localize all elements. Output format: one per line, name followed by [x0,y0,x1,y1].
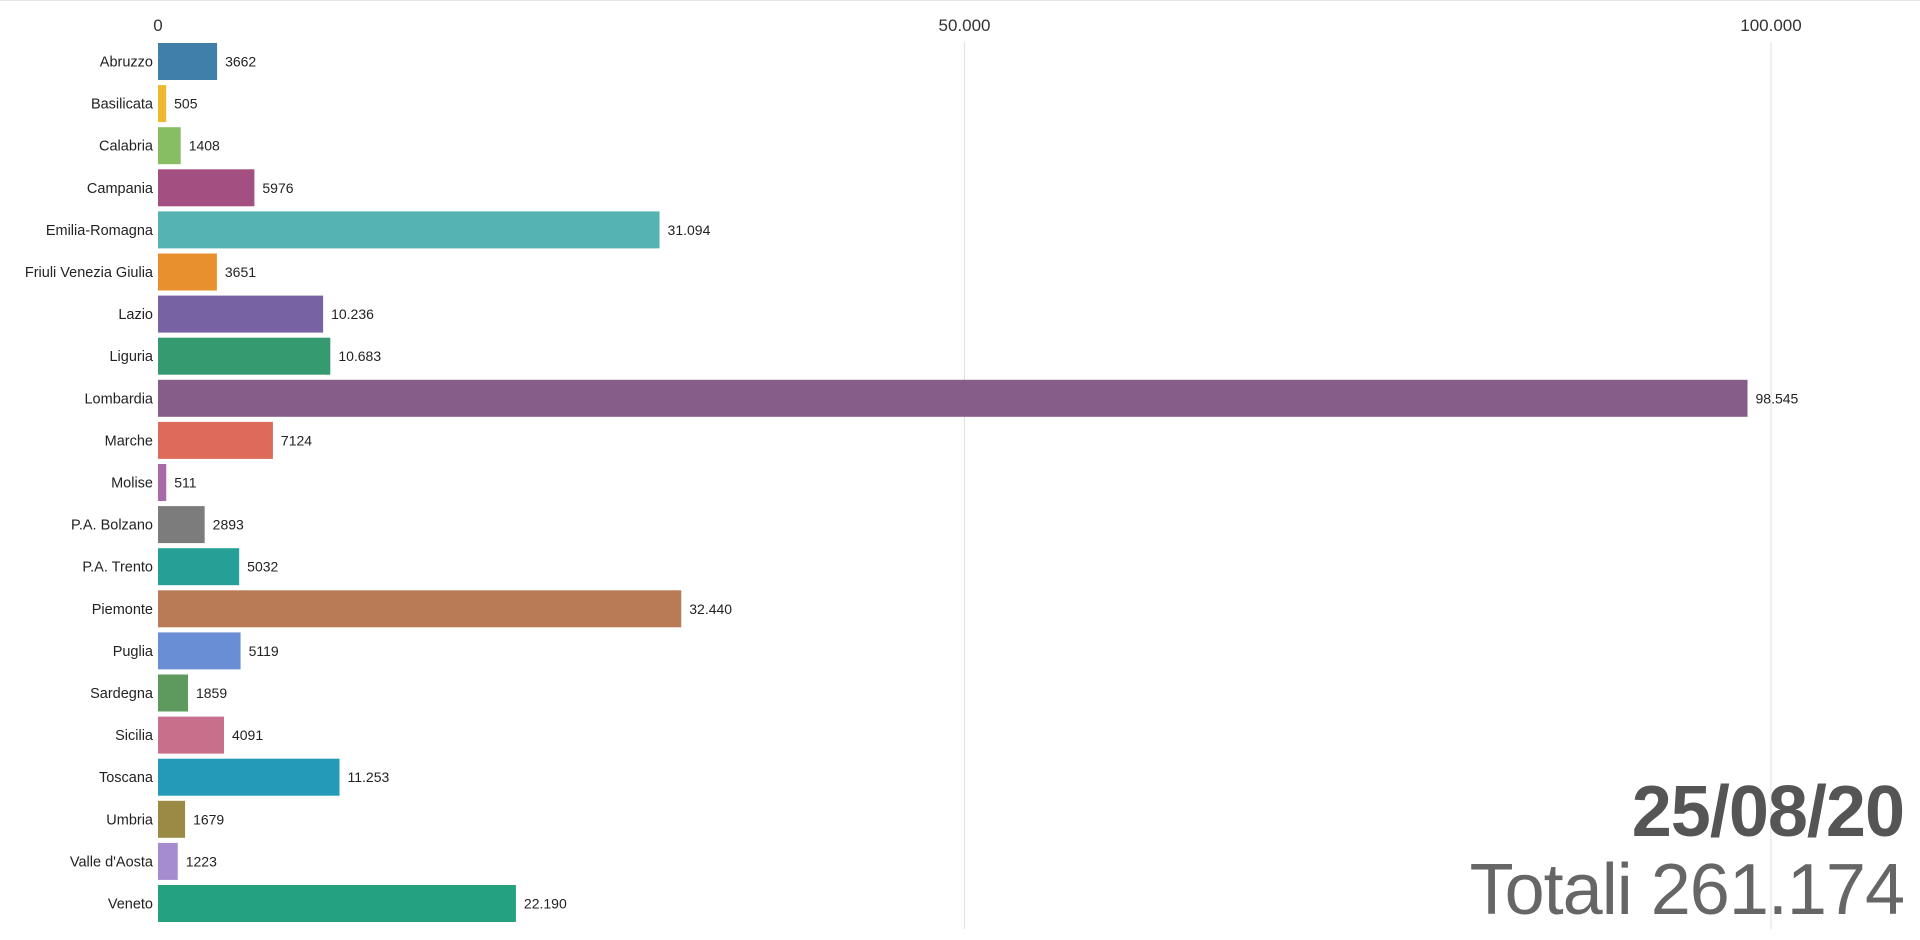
category-label: Campania [87,181,154,197]
x-tick-label: 50.000 [939,16,991,35]
category-label: Lombardia [84,391,153,407]
bar [158,253,217,291]
top-border-line [0,0,1920,1]
category-label: Sardegna [90,686,154,702]
value-label: 511 [174,475,197,491]
bar [158,632,241,670]
category-label: Basilicata [91,97,154,113]
bar [158,211,660,249]
value-label: 10.236 [331,306,374,322]
value-label: 4091 [232,727,263,743]
category-label: Toscana [99,770,154,786]
value-label: 32.440 [689,601,732,617]
x-tick-label: 0 [153,16,162,35]
category-label: Emilia-Romagna [46,223,154,239]
value-label: 1408 [189,138,220,154]
bar [158,800,186,838]
value-label: 5976 [262,180,293,196]
value-label: 5119 [249,643,279,659]
category-label: P.A. Bolzano [71,518,153,534]
category-label: Veneto [108,897,153,913]
value-label: 98.545 [1756,390,1799,406]
value-label: 3662 [225,54,256,70]
bar [158,85,167,123]
category-label: Valle d'Aosta [70,854,154,870]
bar [158,337,331,375]
value-label: 3651 [225,264,256,280]
x-tick-label: 100.000 [1740,16,1801,35]
value-label: 5032 [247,559,278,575]
value-label: 31.094 [668,222,711,238]
bar [158,885,516,922]
bar [158,295,324,333]
value-label: 10.683 [338,348,381,364]
category-label: P.A. Trento [82,560,153,576]
bar [158,506,205,544]
category-label: Umbria [106,812,154,828]
value-label: 1679 [193,811,224,827]
value-label: 2893 [213,517,244,533]
date-label: 25/08/20 [1631,772,1905,852]
value-label: 11.253 [348,769,390,785]
category-label: Calabria [99,139,154,155]
total-label: Totali [1469,850,1633,930]
value-label: 7124 [281,432,312,448]
bar [158,758,340,796]
value-label: 22.190 [524,896,567,912]
total-value: 261.174 [1650,850,1905,930]
category-label: Liguria [109,349,153,365]
value-label: 1859 [196,685,227,701]
bar-layer: Abruzzo 3662 Basilicata 505 Calabria 1408 Camp… [25,43,1799,922]
grid-layer: 0 50.000 100.000 [153,16,1802,930]
category-label: Abruzzo [100,55,153,71]
bar [158,548,240,586]
bar [158,421,273,459]
bar [158,716,224,754]
value-label: 505 [174,96,198,112]
bar [158,379,1748,417]
bar [158,590,682,628]
value-label: 1223 [186,853,217,869]
category-label: Friuli Venezia Giulia [25,265,154,281]
bar [158,169,255,207]
bar [158,674,188,712]
bar [158,43,218,80]
category-label: Marche [105,433,153,449]
category-label: Lazio [118,307,153,323]
bar [158,842,178,880]
category-label: Piemonte [92,602,153,618]
category-label: Sicilia [115,728,154,744]
total-display: Totali 261.174 [1470,854,1905,926]
bar [158,127,181,165]
category-label: Molise [111,476,153,492]
bar [158,464,167,501]
category-label: Puglia [113,644,154,660]
